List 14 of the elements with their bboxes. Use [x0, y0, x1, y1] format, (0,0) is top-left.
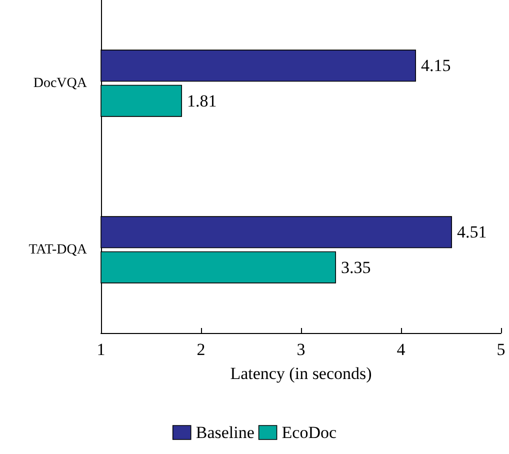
- data-label: 1.81: [187, 91, 217, 110]
- data-label: 4.15: [421, 56, 451, 76]
- y-tick-label: TAT-DQA: [28, 242, 88, 258]
- x-tick-label: 1: [96, 340, 106, 359]
- y-tick-label: DocVQA: [33, 76, 88, 91]
- legend-label: Baseline: [196, 423, 254, 442]
- x-axis-title: Latency (in seconds): [230, 364, 372, 383]
- x-tick-label: 3: [296, 340, 306, 359]
- x-tick-label: 4: [396, 340, 406, 359]
- x-tick-label: 5: [496, 340, 506, 359]
- data-label: 4.51: [457, 222, 487, 242]
- data-label: 3.35: [341, 258, 371, 277]
- legend-label: EcoDoc: [282, 423, 337, 442]
- x-tick-label: 2: [196, 340, 206, 359]
